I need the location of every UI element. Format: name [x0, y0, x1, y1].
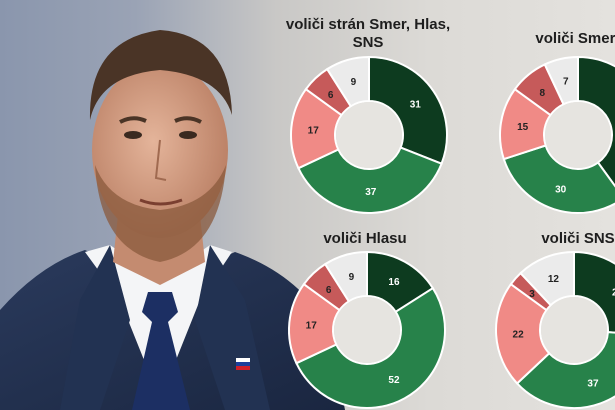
- donut-slice-1-1: [502, 144, 615, 214]
- donut-slice-3-4: [519, 250, 575, 307]
- slice-label-2-2: 17: [306, 321, 318, 332]
- donut-chart-1: 30 15 8 7: [499, 55, 615, 214]
- donut-chart-3: 2 37 22 3 12: [495, 250, 615, 409]
- beard: [95, 165, 226, 262]
- slice-label-0-1: 37: [365, 187, 377, 198]
- slice-label-1-3: 8: [540, 88, 546, 99]
- donut-slice-0-0: [368, 55, 448, 166]
- donut-chart-0: 31 37 17 6 9: [290, 55, 448, 214]
- slice-label-0-2: 17: [308, 126, 320, 137]
- chart-title-sns: voliči SNS: [541, 230, 615, 247]
- donut-slice-2-1: [295, 286, 446, 409]
- donut-slice-2-4: [323, 250, 368, 303]
- slice-label-1-1: 30: [555, 184, 567, 195]
- donut-hole-1: [545, 102, 611, 168]
- slice-label-3-1: 37: [587, 379, 599, 390]
- slice-label-0-3: 6: [328, 90, 334, 101]
- donut-hole-3: [541, 297, 607, 363]
- slice-label-0-4: 9: [351, 77, 357, 88]
- donut-hole-0: [336, 102, 402, 168]
- slice-label-3-4: 12: [548, 274, 560, 285]
- face: [92, 62, 228, 238]
- slice-label-2-4: 9: [349, 272, 355, 283]
- donut-slice-3-1: [515, 331, 615, 409]
- slice-label-2-3: 6: [326, 285, 332, 296]
- slice-label-2-1: 52: [388, 375, 400, 386]
- slice-label-0-0: 31: [410, 100, 422, 111]
- donut-slice-0-1: [297, 146, 443, 214]
- chart-title-smer-hlas-sns: voliči strán Smer, Hlas, SNS: [285, 16, 451, 51]
- donut-hole-2: [334, 297, 400, 363]
- slice-label-3-3: 3: [529, 289, 535, 300]
- chart-title-smer: voliči Smeru: [535, 30, 615, 47]
- hair: [89, 30, 232, 120]
- donut-slice-3-2: [495, 282, 551, 385]
- slice-label-1-4: 7: [563, 76, 569, 87]
- slice-label-1-2: 15: [517, 122, 529, 133]
- slice-label-2-0: 16: [388, 277, 400, 288]
- tie: [132, 292, 190, 410]
- slovak-flag-pin-icon: [236, 358, 250, 370]
- donut-slice-1-0: [577, 55, 615, 188]
- donut-slice-1-4: [543, 55, 579, 106]
- donut-slice-3-0: [573, 250, 615, 334]
- donut-chart-2: 16 52 17 6 9: [288, 250, 446, 409]
- chart-title-hlas: voliči Hlasu: [323, 230, 407, 247]
- donut-slice-0-4: [325, 55, 370, 108]
- slice-label-3-0: 2: [612, 288, 615, 299]
- slice-label-3-2: 22: [513, 330, 525, 341]
